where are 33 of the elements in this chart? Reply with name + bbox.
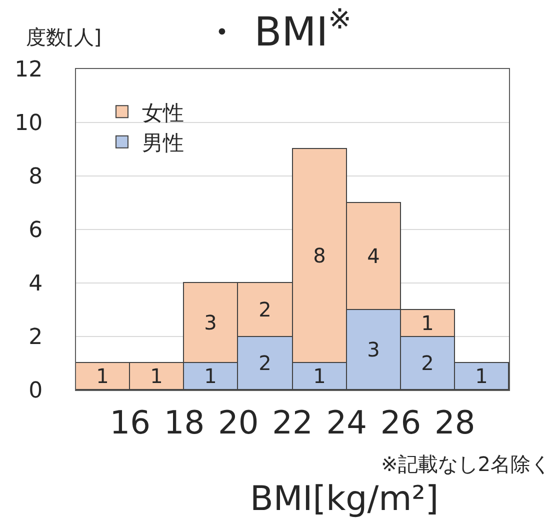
data-label: 2: [258, 351, 272, 375]
x-tick-label: 28: [434, 403, 476, 442]
x-tick-label: 26: [380, 403, 422, 442]
y-tick-label: 12: [14, 58, 43, 83]
legend-label: 男性: [142, 131, 184, 156]
x-tick-label: 20: [218, 403, 259, 442]
data-label: 3: [367, 338, 380, 362]
y-tick-label: 8: [28, 164, 43, 190]
y-tick-label: 2: [28, 325, 43, 350]
legend-label: 女性: [142, 100, 184, 125]
text: ※記載なし2名除く: [381, 452, 550, 476]
y-tick-label: 4: [28, 272, 43, 297]
data-label: 1: [204, 364, 217, 388]
data-label: 2: [421, 351, 434, 375]
data-label: 1: [150, 364, 163, 388]
data-label: 1: [313, 364, 326, 388]
data-label: 1: [96, 364, 109, 388]
data-label: 8: [313, 244, 326, 268]
data-label: 2: [258, 298, 272, 322]
x-tick-label: 16: [110, 403, 150, 442]
x-tick-label: 18: [164, 403, 205, 442]
y-axis-title: 度数[人]: [26, 25, 102, 49]
data-label: 1: [475, 364, 488, 388]
x-axis-title: BMI[kg/m²]: [250, 479, 439, 519]
data-label: 3: [204, 310, 217, 334]
x-tick-label: 22: [272, 403, 313, 442]
y-tick-label: 10: [14, 111, 43, 136]
y-tick-label: 0: [28, 378, 43, 404]
data-label: 4: [367, 244, 380, 268]
y-tick-label: 6: [28, 218, 43, 244]
x-tick-label: 24: [326, 403, 367, 442]
chart-title: ・ BMI$^{※}$: [202, 2, 352, 56]
data-label: 1: [421, 311, 434, 335]
